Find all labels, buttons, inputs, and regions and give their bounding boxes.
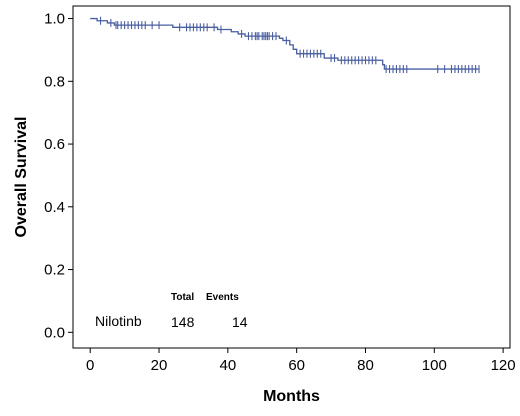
x-tick-label: 80 <box>357 357 374 374</box>
x-tick-label: 100 <box>422 357 447 374</box>
y-tick-label: 0.4 <box>44 199 65 216</box>
x-tick-label: 120 <box>491 357 516 374</box>
events-header: Events <box>206 292 239 303</box>
y-tick-label: 1.0 <box>44 11 65 28</box>
x-tick-label: 20 <box>151 357 168 374</box>
x-axis-title: Months <box>263 388 320 405</box>
events-value: 14 <box>232 314 248 330</box>
survival-curve <box>90 17 480 70</box>
y-axis-title: Overall Survival <box>13 117 30 238</box>
x-tick-label: 40 <box>219 357 236 374</box>
plot-area: 0 20 40 60 80 100 120 0.0 0.2 0.4 0.6 0.8 1.0 <box>44 5 516 374</box>
group-label: Nilotinb <box>95 313 142 329</box>
plot-frame <box>72 5 511 349</box>
x-tick-label: 60 <box>288 357 305 374</box>
x-tick-label: 0 <box>86 357 94 374</box>
y-tick-label: 0.8 <box>44 73 65 90</box>
y-tick-label: 0.0 <box>44 324 65 341</box>
y-tick-label: 0.6 <box>44 136 65 153</box>
total-header: Total <box>171 292 194 303</box>
y-tick-label: 0.2 <box>44 262 65 279</box>
total-value: 148 <box>171 314 195 330</box>
